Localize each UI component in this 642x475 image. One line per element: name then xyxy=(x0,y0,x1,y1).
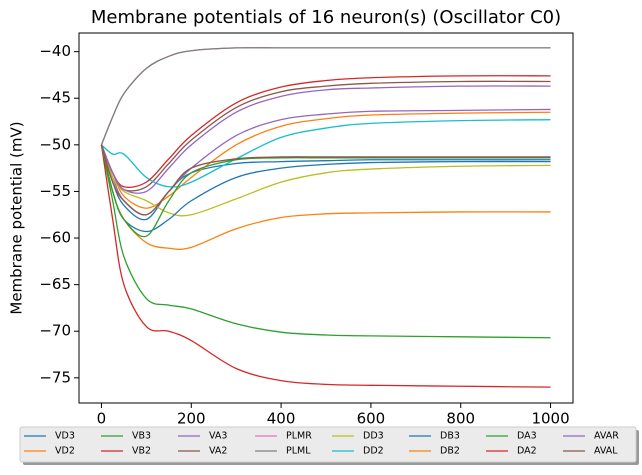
legend-label: DD2 xyxy=(363,446,384,457)
series-line xyxy=(101,119,551,188)
legend-label: VA3 xyxy=(209,431,227,442)
series-line xyxy=(100,80,551,192)
legend-label: AVAR xyxy=(594,431,619,442)
legend-label: PLML xyxy=(286,446,311,457)
legend-box xyxy=(19,426,637,463)
chart-title: Membrane potentials of 16 neuron(s) (Osc… xyxy=(91,7,561,28)
legend-label: AVAL xyxy=(594,446,618,457)
plot-frame xyxy=(78,32,574,404)
x-tick-label: 800 xyxy=(446,410,475,428)
legend-label: VA2 xyxy=(209,446,227,457)
legend-label: VD2 xyxy=(55,446,75,457)
y-tick-label: −55 xyxy=(39,182,71,200)
y-tick-label: −50 xyxy=(39,135,71,153)
series-line xyxy=(100,111,551,209)
series-line xyxy=(100,85,551,194)
y-tick-label: −40 xyxy=(39,42,71,60)
y-axis-label: Membrane potential (mV) xyxy=(8,121,26,314)
legend-label: VB2 xyxy=(132,446,151,457)
legend-label: PLMR xyxy=(286,431,312,442)
series-line xyxy=(100,144,551,238)
legend-label: DB3 xyxy=(440,431,460,442)
x-tick-label: 600 xyxy=(357,410,386,428)
legend-label: DB2 xyxy=(440,446,460,457)
y-tick-label: −70 xyxy=(39,322,71,340)
series-line xyxy=(100,47,551,146)
legend-label: DD3 xyxy=(363,431,384,442)
x-tick-label: 400 xyxy=(267,410,296,428)
legend-label: VD3 xyxy=(55,431,75,442)
series-line xyxy=(100,144,551,388)
series-line xyxy=(100,144,551,221)
y-tick-label: −75 xyxy=(39,368,71,386)
series-line xyxy=(100,144,551,216)
series-line xyxy=(100,75,551,189)
legend-label: DA2 xyxy=(517,446,537,457)
x-tick-label: 0 xyxy=(97,410,107,428)
y-tick-label: −65 xyxy=(39,275,71,293)
x-tick-label: 200 xyxy=(177,410,206,428)
series-line xyxy=(100,47,551,146)
series-line xyxy=(100,144,551,217)
series-line xyxy=(100,144,551,339)
legend-label: VB3 xyxy=(132,431,151,442)
x-tick-label: 1000 xyxy=(531,410,569,428)
legend-label: DA3 xyxy=(517,431,537,442)
y-tick-label: −45 xyxy=(39,89,71,107)
y-tick-label: −60 xyxy=(39,229,71,247)
